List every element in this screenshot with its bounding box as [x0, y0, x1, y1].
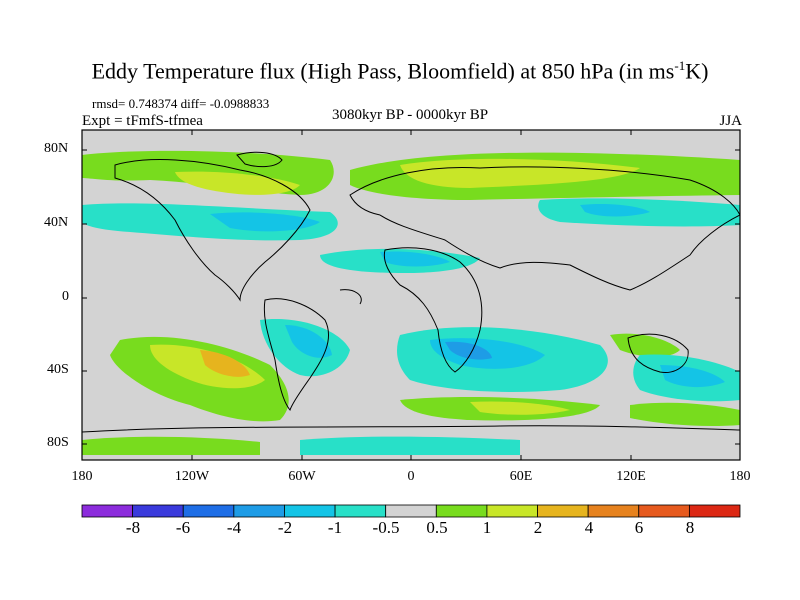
- lon-label-180e: 180: [729, 469, 751, 484]
- colorbar-swatch: [638, 504, 690, 518]
- colorbar-label: -8: [125, 518, 141, 537]
- lat-label-40s: 40S: [47, 362, 69, 377]
- colorbar-label: -4: [226, 518, 242, 537]
- lon-label-60e: 60E: [509, 469, 533, 484]
- colorbar-swatch: [233, 504, 285, 518]
- lat-label-80s: 80S: [47, 435, 69, 450]
- colorbar-label: 4: [584, 518, 594, 537]
- map-title: Eddy Temperature flux (High Pass, Bloomf…: [91, 58, 709, 84]
- colorbar-label: 1: [482, 518, 492, 537]
- lon-label-180w: 180: [71, 469, 93, 484]
- lon-label-0: 0: [407, 469, 415, 484]
- lat-label-eq: 0: [62, 289, 69, 304]
- colorbar-swatch: [688, 504, 741, 518]
- negative-anomaly-regions: [82, 198, 740, 455]
- colorbar-swatch: [435, 504, 488, 518]
- lat-label-80n: 80N: [44, 141, 69, 156]
- colorbar: [81, 504, 741, 518]
- colorbar-swatch: [537, 504, 589, 518]
- lat-label-40n: 40N: [44, 215, 69, 230]
- colorbar-label: 6: [634, 518, 644, 537]
- colorbar-swatch: [385, 504, 437, 518]
- period-label: 3080kyr BP - 0000kyr BP: [331, 107, 489, 123]
- experiment-label: Expt = tFmfS-tfmea: [82, 113, 203, 129]
- season-label: JJA: [719, 113, 742, 129]
- axis-ticks: [81, 130, 741, 460]
- positive-anomaly-regions: [82, 150, 740, 455]
- map-plot-area: [82, 130, 740, 460]
- colorbar-label: -1: [327, 518, 343, 537]
- colorbar-swatch: [334, 504, 387, 518]
- colorbar-label: -0.5: [372, 518, 400, 537]
- colorbar-label: 0.5: [426, 518, 448, 537]
- colorbar-swatch: [182, 504, 235, 518]
- colorbar-swatch: [284, 504, 336, 518]
- colorbar-label: 8: [685, 518, 695, 537]
- colorbar-label: 2: [533, 518, 543, 537]
- colorbar-swatch: [486, 504, 538, 518]
- colorbar-label: -2: [277, 518, 293, 537]
- colorbar-swatch: [81, 504, 134, 518]
- coastlines: [82, 151, 740, 433]
- colorbar-swatch: [132, 504, 184, 518]
- lon-label-120e: 120E: [616, 469, 646, 484]
- stats-label: rmsd= 0.748374 diff= -0.0988833: [92, 96, 270, 111]
- lon-label-120w: 120W: [174, 469, 210, 484]
- colorbar-label: -6: [175, 518, 191, 537]
- colorbar-swatch: [587, 504, 640, 518]
- lon-label-60w: 60W: [288, 469, 316, 484]
